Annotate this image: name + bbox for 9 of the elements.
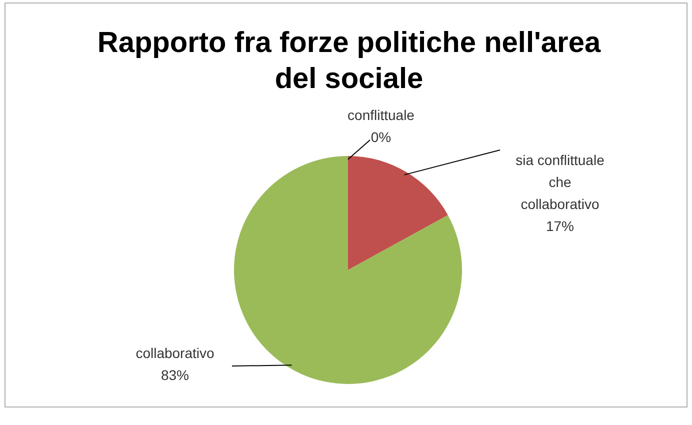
slice-label: sia conflittuale che collaborativo [516,152,605,212]
data-label: 17% [546,218,574,234]
category-label: conflittuale [348,107,414,123]
pie-slice [234,156,462,384]
pie-slice [348,156,448,270]
chart-title: Rapporto fra forze politiche nell'area del sociale [97,27,602,95]
data-label: 83% [160,367,190,383]
slice-label: collaborativo [136,345,215,361]
text: 0% [370,129,392,145]
